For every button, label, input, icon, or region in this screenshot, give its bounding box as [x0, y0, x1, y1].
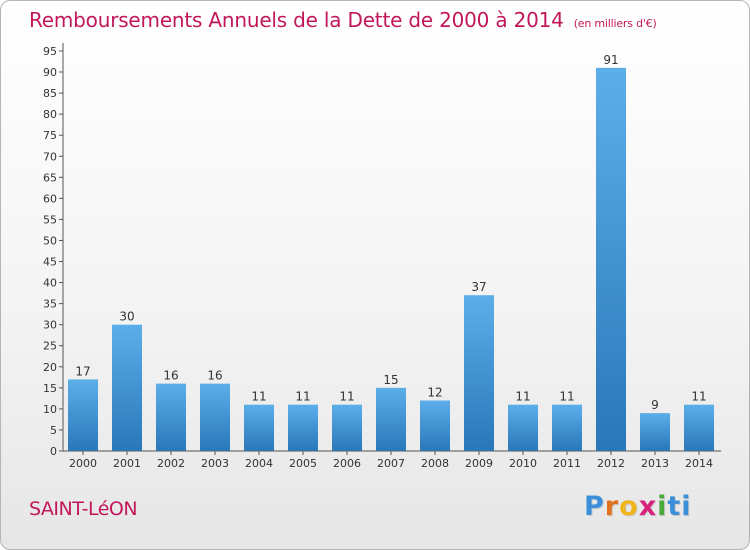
- bar-value-label: 30: [119, 310, 134, 324]
- x-tick-label: 2006: [333, 457, 361, 470]
- x-tick-label: 2003: [201, 457, 229, 470]
- y-tick-label: 40: [43, 277, 57, 290]
- bar: [112, 324, 142, 451]
- bar-value-label: 11: [691, 390, 706, 404]
- bar: [420, 400, 450, 451]
- bar: [684, 404, 714, 451]
- y-tick-label: 25: [43, 340, 57, 353]
- bar-value-label: 15: [383, 373, 398, 387]
- chart-title: Remboursements Annuels de la Dette de 20…: [29, 8, 657, 32]
- bar: [596, 67, 626, 451]
- bar: [288, 404, 318, 451]
- y-tick-label: 80: [43, 108, 57, 121]
- proxiti-logo: Proxiti: [584, 491, 692, 522]
- y-tick-label: 50: [43, 234, 57, 247]
- x-tick-label: 2009: [465, 457, 493, 470]
- y-tick-label: 55: [43, 213, 57, 226]
- y-tick-label: 5: [50, 424, 57, 437]
- commune-name: SAINT-LéON: [29, 498, 138, 520]
- bar: [332, 404, 362, 451]
- x-tick-label: 2002: [157, 457, 185, 470]
- bar: [552, 404, 582, 451]
- bar-value-label: 17: [75, 364, 90, 378]
- y-tick-label: 90: [43, 66, 57, 79]
- bar: [200, 383, 230, 451]
- bar-value-label: 12: [427, 385, 442, 399]
- y-tick-label: 60: [43, 192, 57, 205]
- bar: [640, 413, 670, 451]
- y-tick-label: 70: [43, 150, 57, 163]
- bar-value-label: 11: [515, 390, 530, 404]
- x-tick-label: 2011: [553, 457, 581, 470]
- bar: [464, 295, 494, 451]
- bar-value-label: 11: [251, 390, 266, 404]
- x-tick-label: 2004: [245, 457, 273, 470]
- x-tick-label: 2007: [377, 457, 405, 470]
- y-tick-label: 20: [43, 361, 57, 374]
- bar-value-label: 11: [559, 390, 574, 404]
- bar-value-label: 16: [207, 369, 222, 383]
- x-tick-label: 2000: [69, 457, 97, 470]
- chart-unit: (en milliers d'€): [573, 17, 657, 30]
- bar: [508, 404, 538, 451]
- y-tick-label: 35: [43, 298, 57, 311]
- bar: [156, 383, 186, 451]
- y-tick-label: 85: [43, 87, 57, 100]
- x-tick-label: 2008: [421, 457, 449, 470]
- x-tick-label: 2005: [289, 457, 317, 470]
- y-tick-label: 45: [43, 256, 57, 269]
- x-tick-label: 2012: [597, 457, 625, 470]
- chart-title-text: Remboursements Annuels de la Dette de 20…: [29, 8, 564, 32]
- y-tick-label: 15: [43, 382, 57, 395]
- y-tick-label: 65: [43, 171, 57, 184]
- y-tick-label: 0: [50, 445, 57, 458]
- y-tick-label: 95: [43, 45, 57, 58]
- x-tick-label: 2010: [509, 457, 537, 470]
- bar-value-label: 11: [295, 390, 310, 404]
- bar-value-label: 37: [471, 280, 486, 294]
- bar: [68, 379, 98, 451]
- bar-value-label: 16: [163, 369, 178, 383]
- bar-value-label: 9: [651, 398, 659, 412]
- bar: [376, 387, 406, 451]
- bar-value-label: 91: [603, 53, 618, 67]
- bar-value-label: 11: [339, 390, 354, 404]
- x-tick-label: 2014: [685, 457, 713, 470]
- x-tick-label: 2013: [641, 457, 669, 470]
- y-tick-label: 10: [43, 403, 57, 416]
- y-tick-label: 30: [43, 319, 57, 332]
- bar: [244, 404, 274, 451]
- x-tick-label: 2001: [113, 457, 141, 470]
- y-tick-label: 75: [43, 129, 57, 142]
